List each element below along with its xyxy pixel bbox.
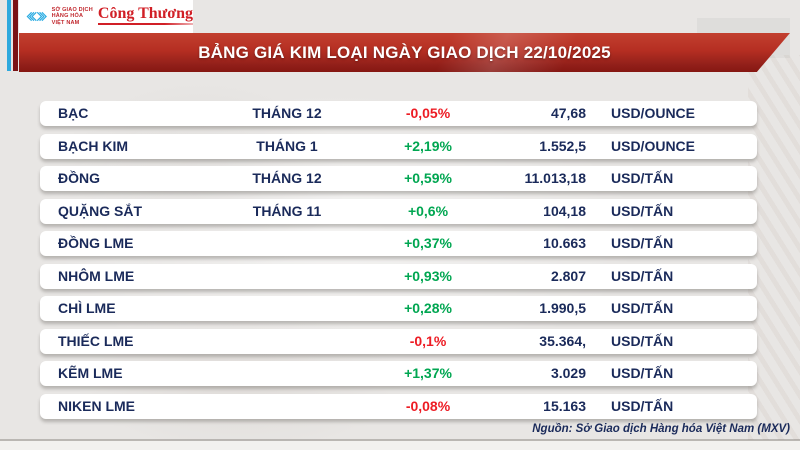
banner-title-bar: BẢNG GIÁ KIM LOẠI NGÀY GIAO DỊCH 22/10/2… <box>19 33 790 72</box>
mxv-org-line: VIỆT NAM <box>51 19 80 26</box>
left-accent-stripe-maroon <box>13 0 18 71</box>
price-value: 1.990,5 <box>539 300 586 316</box>
contract-month: THÁNG 1 <box>256 137 318 154</box>
price-table: BẠC THÁNG 12 -0,05% 47,68 USD/OUNCE BẠCH… <box>40 101 757 426</box>
contract-month: THÁNG 11 <box>252 202 322 219</box>
commodity-name: THIẾC LME <box>58 332 134 349</box>
table-row: BẠCH KIM THÁNG 1 +2,19% 1.552,5 USD/OUNC… <box>40 133 757 159</box>
congthuong-logo: Công Thương <box>98 6 193 25</box>
commodity-name: KẼM LME <box>58 365 123 381</box>
commodity-name: CHÌ LME <box>58 300 116 316</box>
price-unit: USD/TẤN <box>611 202 674 219</box>
change-percent: +0,93% <box>404 267 452 284</box>
mxv-logo-icon <box>26 11 47 22</box>
change-percent: +1,37% <box>404 365 452 381</box>
table-row: NIKEN LME -0,08% 15.163 USD/TẤN <box>40 393 757 419</box>
price-value: 35.364, <box>539 332 586 349</box>
price-unit: USD/TẤN <box>611 332 674 349</box>
commodity-name: QUẶNG SẮT <box>58 202 142 219</box>
change-percent: +0,28% <box>404 300 452 316</box>
bottom-edge-light <box>0 441 800 450</box>
change-percent: +0,59% <box>404 170 452 186</box>
change-percent: -0,05% <box>405 105 451 121</box>
price-value: 104,18 <box>543 202 586 219</box>
price-unit: USD/TẤN <box>611 397 674 414</box>
commodity-name: BẠC <box>58 105 89 121</box>
change-percent: +2,19% <box>404 137 452 154</box>
price-unit: USD/TẤN <box>611 170 674 186</box>
page-title: BẢNG GIÁ KIM LOẠI NGÀY GIAO DỊCH 22/10/2… <box>198 42 611 62</box>
price-value: 11.013,18 <box>524 170 586 186</box>
commodity-name: NIKEN LME <box>58 397 135 414</box>
price-unit: USD/TẤN <box>611 267 674 284</box>
table-row: NHÔM LME +0,93% 2.807 USD/TẤN <box>40 263 757 289</box>
table-row: ĐỒNG THÁNG 12 +0,59% 11.013,18 USD/TẤN <box>40 166 757 191</box>
price-value: 15.163 <box>543 397 586 414</box>
change-percent: -0,08% <box>405 397 451 414</box>
contract-month: THÁNG 12 <box>252 105 322 121</box>
commodity-name: ĐỒNG <box>58 170 100 186</box>
mxv-org-line: HÀNG HÓA <box>51 13 84 20</box>
table-row: THIẾC LME -0,1% 35.364, USD/TẤN <box>40 328 757 354</box>
price-unit: USD/OUNCE <box>611 105 696 121</box>
table-row: CHÌ LME +0,28% 1.990,5 USD/TẤN <box>40 296 757 321</box>
price-unit: USD/TẤN <box>611 235 674 251</box>
price-value: 3.029 <box>550 365 586 381</box>
source-credit: Nguồn: Sở Giao dịch Hàng hóa Việt Nam (M… <box>532 423 790 435</box>
commodity-name: NHÔM LME <box>58 267 135 284</box>
commodity-name: BẠCH KIM <box>58 137 128 154</box>
change-percent: +0,6% <box>407 202 449 219</box>
price-value: 47,68 <box>550 105 586 121</box>
table-row: BẠC THÁNG 12 -0,05% 47,68 USD/OUNCE <box>40 101 757 126</box>
price-unit: USD/TẤN <box>611 365 674 381</box>
bottom-edge-line <box>0 439 800 441</box>
price-unit: USD/TẤN <box>611 300 674 316</box>
table-row: ĐỒNG LME +0,37% 10.663 USD/TẤN <box>40 231 757 256</box>
mxv-org-line: SỞ GIAO DỊCH <box>51 6 93 13</box>
price-unit: USD/OUNCE <box>611 137 696 154</box>
table-row: QUẶNG SẮT THÁNG 11 +0,6% 104,18 USD/TẤN <box>40 198 757 224</box>
change-percent: +0,37% <box>404 235 452 251</box>
contract-month: THÁNG 12 <box>252 170 322 186</box>
commodity-name: ĐỒNG LME <box>58 235 134 251</box>
mxv-org-name: SỞ GIAO DỊCH HÀNG HÓA VIỆT NAM <box>52 7 93 27</box>
left-accent-stripe-cyan <box>7 0 11 71</box>
price-value: 2.807 <box>550 267 586 284</box>
table-row: KẼM LME +1,37% 3.029 USD/TẤN <box>40 361 757 386</box>
price-value: 10.663 <box>543 235 586 251</box>
change-percent: -0,1% <box>409 332 447 349</box>
price-value: 1.552,5 <box>539 137 586 154</box>
logo-bar: SỞ GIAO DỊCH HÀNG HÓA VIỆT NAM Công Thươ… <box>19 0 193 33</box>
